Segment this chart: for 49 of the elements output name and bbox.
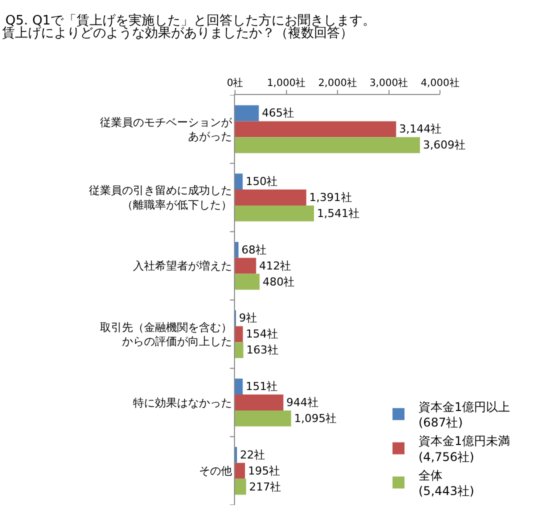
bar: [235, 410, 292, 426]
y-tick-label: 特に効果はなかった: [132, 396, 232, 410]
data-label: 163社: [246, 344, 278, 357]
bar: [235, 342, 244, 358]
bar: [235, 478, 246, 495]
y-tick-label: 従業員の引き留めに成功した（離職率が低下した）: [88, 184, 232, 212]
bar: [235, 137, 420, 154]
x-tick-label: 0社: [226, 77, 244, 89]
bar: [235, 378, 243, 395]
data-label: 3,609社: [422, 138, 466, 152]
y-tick-label: その他: [198, 464, 232, 478]
y-tick-label: 入社希望者が増えた: [132, 260, 232, 273]
data-label: 412社: [259, 259, 292, 272]
data-label: 1,095社: [294, 412, 337, 425]
x-tick-label: 3,000社: [369, 77, 408, 89]
data-label: 151社: [246, 380, 278, 394]
legend-label: 資本金1億円未満 (4,756社): [418, 434, 510, 464]
y-tick-label: 従業員のモチベーションがあがった: [100, 116, 233, 144]
bar: [235, 174, 243, 190]
x-tick-label: 4,000社: [420, 77, 460, 89]
bar: [235, 190, 306, 206]
data-label: 68社: [241, 243, 266, 256]
bar: [235, 121, 396, 138]
data-label: 195社: [248, 464, 280, 478]
x-tick-label: 2,000社: [318, 77, 357, 89]
bar: [235, 274, 260, 290]
legend-label: 全体 (5,443社): [418, 468, 474, 498]
data-label: 22社: [240, 448, 265, 462]
bar: [235, 394, 284, 410]
bar: [235, 105, 259, 122]
data-label: 150社: [246, 175, 278, 188]
data-label: 154社: [246, 328, 278, 341]
bar: [235, 205, 314, 222]
chart-subtitle: 賃上げによりどのような効果がありましたか？（複数回答）: [2, 26, 353, 41]
data-label: 480社: [262, 275, 295, 288]
y-tick-label: 取引先（金融機関を含む）からの評価が向上した: [100, 320, 232, 348]
data-label: 465社: [262, 106, 294, 120]
data-label: 9社: [239, 312, 257, 325]
bar: [235, 242, 238, 258]
data-label: 1,391社: [309, 191, 352, 204]
data-label: 217社: [249, 480, 282, 494]
data-label: 1,541社: [316, 206, 360, 220]
legend-label: 資本金1億円以上 (687社): [418, 400, 510, 430]
bar: [235, 326, 243, 342]
data-label: 3,144社: [399, 122, 442, 136]
data-label: 944社: [286, 396, 318, 409]
x-tick-label: 1,000社: [266, 77, 306, 89]
bar: [235, 258, 256, 274]
bar: [235, 462, 245, 479]
